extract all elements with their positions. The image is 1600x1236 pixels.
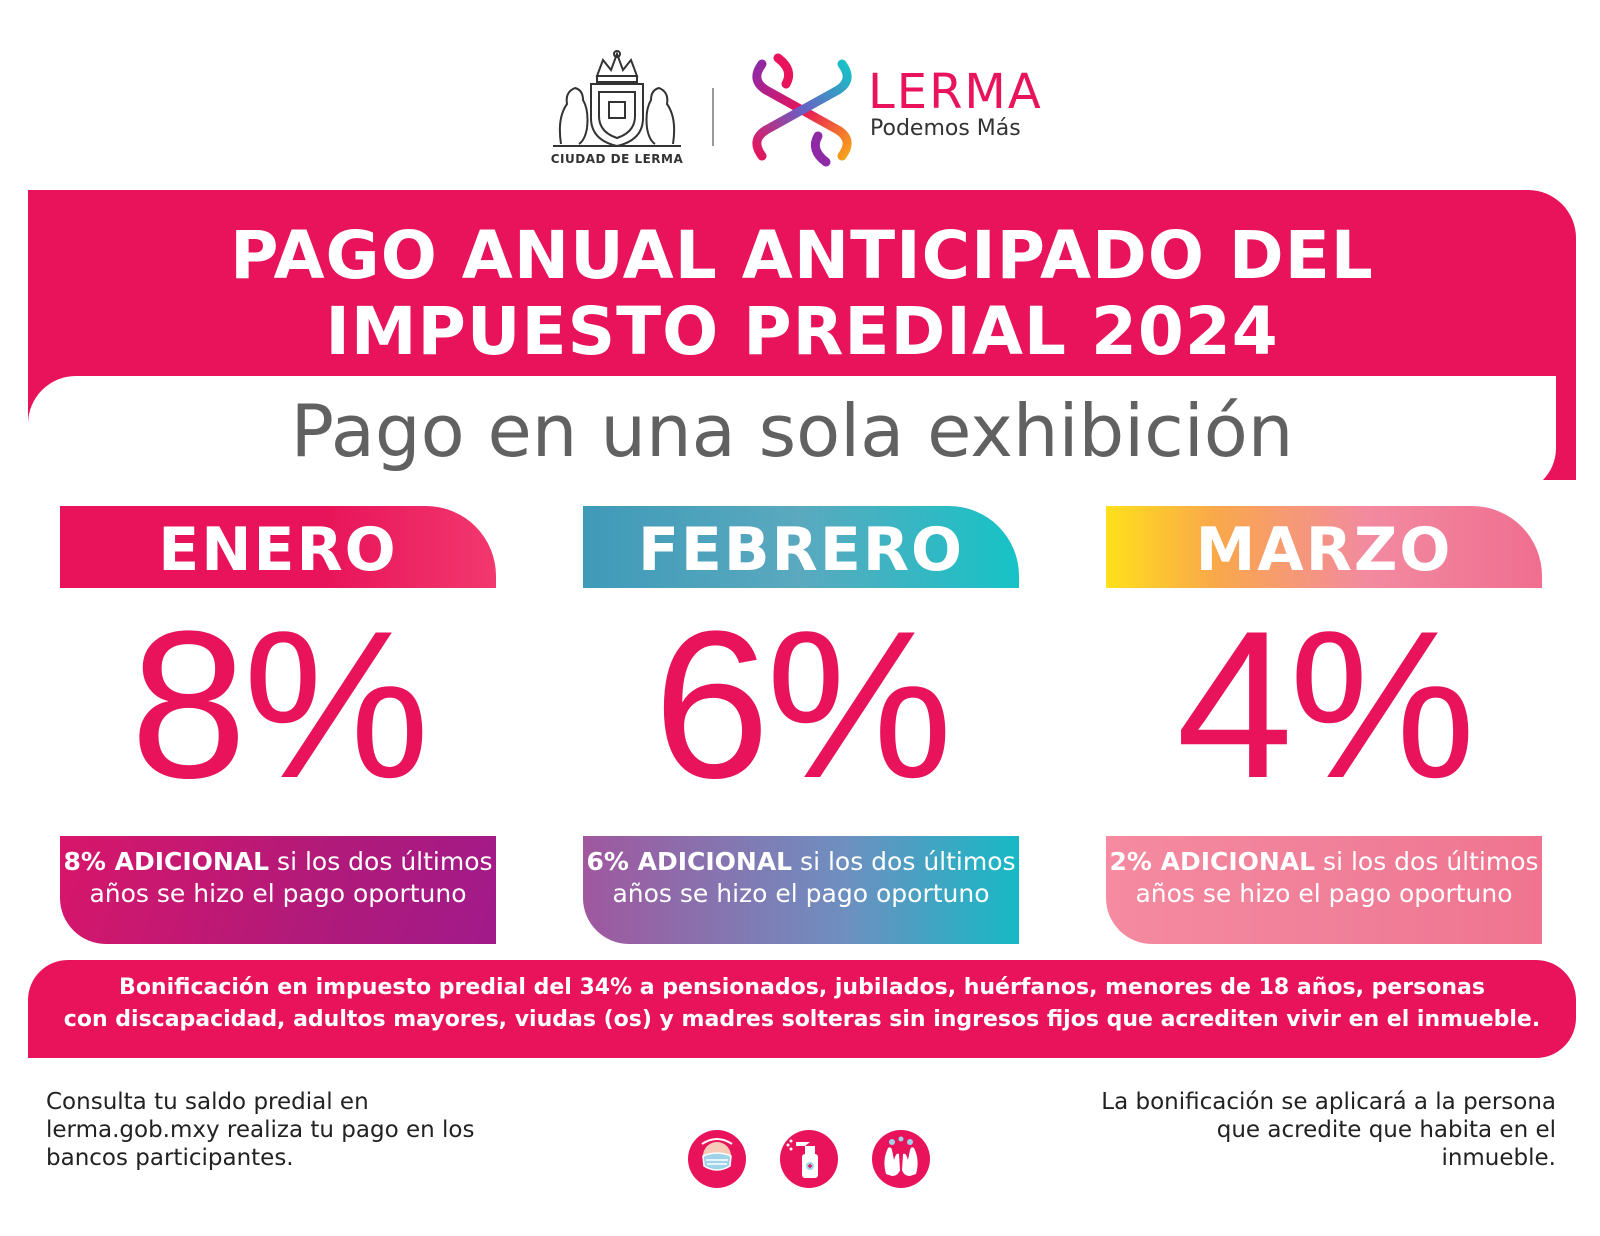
main-title-line-1: PAGO ANUAL ANTICIPADO DEL (230, 217, 1374, 294)
main-title-line-2: IMPUESTO PREDIAL 2024 (325, 293, 1279, 370)
additional-note-marzo: 2% ADICIONAL si los dos últimos años se … (1106, 836, 1542, 944)
subtitle-panel (28, 376, 1556, 494)
brand-name: LERMA (868, 64, 1043, 120)
additional-note-enero: 8% ADICIONAL si los dos últimos años se … (60, 836, 496, 944)
coat-of-arms-icon (553, 50, 681, 148)
additional-note-bold: 2% ADICIONAL (1109, 847, 1316, 876)
footer-right-line-1: La bonificación se aplicará a la persona (1101, 1089, 1556, 1115)
additional-note-text: si los dos últimos años se hizo el pago … (1135, 847, 1539, 908)
face-mask-icon (688, 1130, 746, 1188)
footer-left-line-3: bancos participantes. (46, 1145, 294, 1171)
lerma-brand-mark (742, 50, 862, 170)
additional-note-bold: 8% ADICIONAL (63, 847, 270, 876)
subtitle: Pago en una sola exhibición (290, 389, 1294, 473)
month-tab-febrero: FEBRERO (583, 506, 1019, 588)
footer-consult-info: Consulta tu saldo predial en lerma.gob.m… (46, 1088, 606, 1172)
sanitizer-spray-icon (780, 1130, 838, 1188)
additional-note-bold: 6% ADICIONAL (586, 847, 793, 876)
footer-left-line-1: Consulta tu saldo predial en (46, 1089, 369, 1115)
bonification-line-1: Bonificación en impuesto predial del 34%… (119, 975, 1485, 1000)
bonification-banner (28, 960, 1576, 1058)
footer-right-line-2: que acredite que habita en el (1216, 1117, 1556, 1143)
hand-washing-icon (872, 1130, 930, 1188)
bonification-text: Bonificación en impuesto predial del 34%… (28, 972, 1576, 1036)
month-tab-marzo: MARZO (1106, 506, 1542, 588)
city-coat-of-arms-logo: CIUDAD DE LERMA (548, 48, 686, 173)
header-divider (712, 88, 714, 146)
discount-enero: 8% (130, 587, 430, 822)
footer-bonification-condition: La bonificación se aplicará a la persona… (1000, 1088, 1556, 1172)
footer-right-line-3: inmueble. (1441, 1145, 1556, 1171)
coat-caption: CIUDAD DE LERMA (550, 152, 684, 166)
footer-left-line-2: lerma.gob.mxy realiza tu pago en los (46, 1117, 475, 1143)
bonification-line-2: con discapacidad, adultos mayores, viuda… (63, 1007, 1541, 1032)
brand-tagline: Podemos Más (870, 116, 1021, 141)
main-title: PAGO ANUAL ANTICIPADO DEL IMPUESTO PREDI… (28, 218, 1576, 370)
additional-note-text: si los dos últimos años se hizo el pago … (612, 847, 1016, 908)
additional-note-text: si los dos últimos años se hizo el pago … (89, 847, 493, 908)
discount-marzo: 4% (1176, 587, 1476, 822)
lerma-x-logo-icon (752, 53, 852, 167)
month-tab-enero: ENERO (60, 506, 496, 588)
discount-febrero: 6% (653, 587, 953, 822)
additional-note-febrero: 6% ADICIONAL si los dos últimos años se … (583, 836, 1019, 944)
